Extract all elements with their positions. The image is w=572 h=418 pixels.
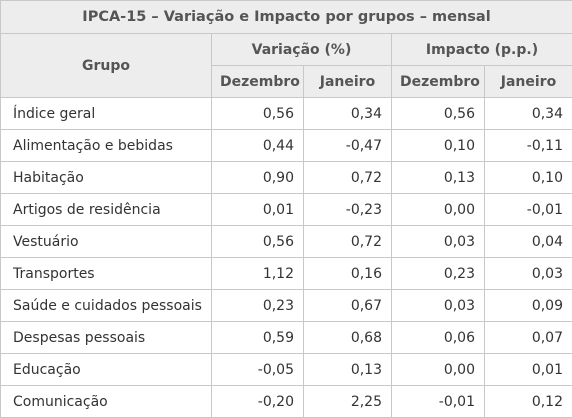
table-row: Transportes 1,12 0,16 0,23 0,03 xyxy=(1,258,572,290)
cell-impacto-janeiro: 0,04 xyxy=(485,226,572,258)
row-group-label: Alimentação e bebidas xyxy=(1,130,212,162)
cell-variacao-janeiro: 0,72 xyxy=(304,162,392,194)
cell-variacao-janeiro: 0,67 xyxy=(304,290,392,322)
table-row: Habitação 0,90 0,72 0,13 0,10 xyxy=(1,162,572,194)
table-row: Educação -0,05 0,13 0,00 0,01 xyxy=(1,354,572,386)
row-group-label: Saúde e cuidados pessoais xyxy=(1,290,212,322)
table-row: Alimentação e bebidas 0,44 -0,47 0,10 -0… xyxy=(1,130,572,162)
cell-variacao-janeiro: 0,16 xyxy=(304,258,392,290)
cell-variacao-dezembro: 0,56 xyxy=(212,226,304,258)
cell-variacao-dezembro: 0,59 xyxy=(212,322,304,354)
cell-variacao-dezembro: 0,44 xyxy=(212,130,304,162)
table-body: Índice geral 0,56 0,34 0,56 0,34 Aliment… xyxy=(1,98,572,418)
cell-impacto-dezembro: 0,06 xyxy=(392,322,485,354)
cell-variacao-janeiro: 0,68 xyxy=(304,322,392,354)
row-group-label: Comunicação xyxy=(1,386,212,418)
table-row: Vestuário 0,56 0,72 0,03 0,04 xyxy=(1,226,572,258)
table-row: Comunicação -0,20 2,25 -0,01 0,12 xyxy=(1,386,572,418)
cell-impacto-dezembro: 0,03 xyxy=(392,290,485,322)
cell-impacto-dezembro: -0,01 xyxy=(392,386,485,418)
cell-variacao-dezembro: -0,20 xyxy=(212,386,304,418)
cell-impacto-janeiro: -0,01 xyxy=(485,194,572,226)
column-header-variacao-dezembro: Dezembro xyxy=(212,66,304,98)
cell-variacao-janeiro: 0,34 xyxy=(304,98,392,130)
cell-impacto-janeiro: 0,34 xyxy=(485,98,572,130)
cell-variacao-janeiro: 0,72 xyxy=(304,226,392,258)
cell-variacao-janeiro: 0,13 xyxy=(304,354,392,386)
cell-variacao-dezembro: 0,90 xyxy=(212,162,304,194)
table-title: IPCA-15 – Variação e Impacto por grupos … xyxy=(1,1,572,34)
row-group-label: Índice geral xyxy=(1,98,212,130)
cell-impacto-janeiro: 0,09 xyxy=(485,290,572,322)
table-row: Despesas pessoais 0,59 0,68 0,06 0,07 xyxy=(1,322,572,354)
column-header-variacao-janeiro: Janeiro xyxy=(304,66,392,98)
header-row-1: Grupo Variação (%) Impacto (p.p.) xyxy=(1,34,572,66)
table-row: Artigos de residência 0,01 -0,23 0,00 -0… xyxy=(1,194,572,226)
cell-variacao-dezembro: -0,05 xyxy=(212,354,304,386)
row-group-label: Transportes xyxy=(1,258,212,290)
cell-variacao-janeiro: -0,23 xyxy=(304,194,392,226)
table-title-row: IPCA-15 – Variação e Impacto por grupos … xyxy=(1,1,572,34)
cell-variacao-janeiro: -0,47 xyxy=(304,130,392,162)
column-header-variacao: Variação (%) xyxy=(212,34,392,66)
column-header-impacto-janeiro: Janeiro xyxy=(485,66,572,98)
cell-variacao-dezembro: 0,01 xyxy=(212,194,304,226)
cell-variacao-dezembro: 0,56 xyxy=(212,98,304,130)
cell-variacao-dezembro: 1,12 xyxy=(212,258,304,290)
cell-impacto-dezembro: 0,10 xyxy=(392,130,485,162)
cell-impacto-janeiro: 0,10 xyxy=(485,162,572,194)
cell-variacao-janeiro: 2,25 xyxy=(304,386,392,418)
table-row: Saúde e cuidados pessoais 0,23 0,67 0,03… xyxy=(1,290,572,322)
cell-impacto-janeiro: 0,07 xyxy=(485,322,572,354)
row-group-label: Habitação xyxy=(1,162,212,194)
cell-impacto-janeiro: 0,01 xyxy=(485,354,572,386)
cell-impacto-dezembro: 0,56 xyxy=(392,98,485,130)
table-row: Índice geral 0,56 0,34 0,56 0,34 xyxy=(1,98,572,130)
column-header-grupo: Grupo xyxy=(1,34,212,98)
cell-impacto-dezembro: 0,00 xyxy=(392,194,485,226)
cell-impacto-dezembro: 0,13 xyxy=(392,162,485,194)
cell-impacto-dezembro: 0,00 xyxy=(392,354,485,386)
row-group-label: Despesas pessoais xyxy=(1,322,212,354)
row-group-label: Educação xyxy=(1,354,212,386)
column-header-impacto: Impacto (p.p.) xyxy=(392,34,572,66)
cell-variacao-dezembro: 0,23 xyxy=(212,290,304,322)
cell-impacto-dezembro: 0,23 xyxy=(392,258,485,290)
cell-impacto-janeiro: -0,11 xyxy=(485,130,572,162)
row-group-label: Artigos de residência xyxy=(1,194,212,226)
cell-impacto-dezembro: 0,03 xyxy=(392,226,485,258)
row-group-label: Vestuário xyxy=(1,226,212,258)
cell-impacto-janeiro: 0,12 xyxy=(485,386,572,418)
column-header-impacto-dezembro: Dezembro xyxy=(392,66,485,98)
cell-impacto-janeiro: 0,03 xyxy=(485,258,572,290)
